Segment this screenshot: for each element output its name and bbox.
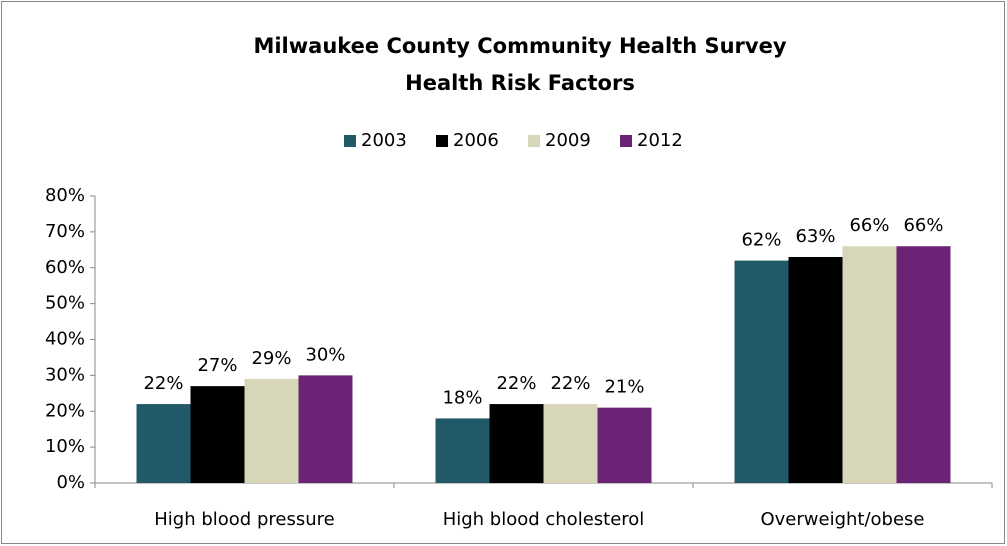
y-tick-label: 0% — [56, 472, 85, 493]
bar — [734, 260, 789, 483]
y-tick-label: 30% — [45, 364, 85, 385]
bar — [435, 418, 490, 483]
x-tick-label: High blood cholesterol — [443, 509, 645, 530]
legend-label: 2003 — [361, 130, 407, 151]
data-label: 66% — [903, 215, 943, 236]
bar — [842, 246, 897, 483]
data-label: 30% — [305, 344, 345, 365]
y-tick-label: 50% — [45, 293, 85, 314]
y-tick-label: 10% — [45, 436, 85, 457]
data-label: 66% — [849, 215, 889, 236]
legend-swatch — [528, 135, 540, 147]
data-label: 62% — [741, 230, 781, 251]
data-label: 27% — [197, 355, 237, 376]
legend-label: 2012 — [637, 130, 683, 151]
bar — [244, 378, 299, 483]
legend-swatch — [344, 135, 356, 147]
bar — [136, 404, 191, 483]
y-tick-label: 40% — [45, 329, 85, 350]
bar — [896, 246, 951, 483]
y-tick-label: 70% — [45, 221, 85, 242]
legend-label: 2009 — [545, 130, 591, 151]
legend-swatch — [436, 135, 448, 147]
y-tick-label: 20% — [45, 400, 85, 421]
bar — [543, 404, 598, 483]
data-label: 29% — [251, 348, 291, 369]
x-tick-label: Overweight/obese — [760, 509, 924, 530]
legend-label: 2006 — [453, 130, 499, 151]
y-tick-label: 80% — [45, 185, 85, 206]
bar — [597, 407, 652, 483]
y-tick-label: 60% — [45, 257, 85, 278]
bar — [489, 404, 544, 483]
data-label: 22% — [496, 373, 536, 394]
data-label: 22% — [550, 373, 590, 394]
legend-swatch — [620, 135, 632, 147]
data-label: 22% — [143, 373, 183, 394]
chart-title: Milwaukee County Community Health Survey — [253, 34, 786, 58]
x-tick-label: High blood pressure — [154, 509, 334, 530]
bar — [190, 386, 245, 483]
data-label: 63% — [795, 226, 835, 247]
bar — [788, 256, 843, 483]
bar — [298, 375, 353, 483]
chart-title: Health Risk Factors — [405, 71, 635, 95]
data-label: 21% — [604, 377, 644, 398]
data-label: 18% — [442, 387, 482, 408]
